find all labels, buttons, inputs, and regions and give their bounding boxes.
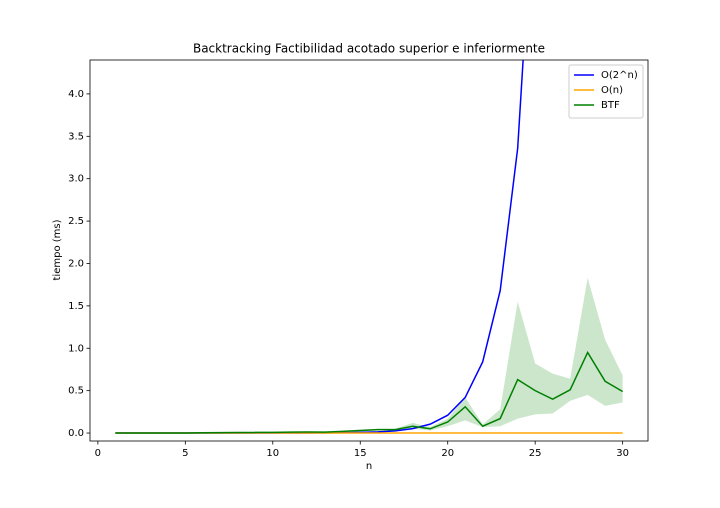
x-tick-label: 15: [354, 448, 367, 459]
x-tick-label: 5: [182, 448, 188, 459]
y-tick-label: 0.0: [68, 428, 84, 439]
legend-label: O(n): [601, 85, 623, 96]
plot-area: [115, 60, 624, 434]
y-tick-label: 0.5: [68, 386, 84, 397]
axes-frame: [89, 59, 649, 442]
y-tick-label: 3.5: [68, 131, 84, 142]
x-tick-label: 20: [441, 448, 454, 459]
y-tick-label: 1.0: [68, 343, 84, 354]
legend-label: O(2^n): [601, 70, 638, 81]
chart-title: Backtracking Factibilidad acotado superi…: [193, 42, 545, 56]
y-tick-label: 2.0: [68, 258, 84, 269]
line-series: [115, 350, 624, 434]
x-tick-label: 0: [95, 448, 101, 459]
y-tick-label: 3.0: [68, 174, 84, 185]
line-series: [115, 60, 524, 434]
y-tick-label: 4.0: [68, 89, 84, 100]
x-tick-label: 25: [529, 448, 542, 459]
y-axis-label: tiempo (ms): [52, 219, 63, 280]
y-tick-label: 2.5: [68, 216, 84, 227]
x-axis-label: n: [366, 461, 372, 472]
x-tick-label: 10: [266, 448, 279, 459]
confidence-band: [115, 277, 623, 434]
x-tick-label: 30: [616, 448, 629, 459]
legend-label: BTF: [601, 100, 620, 111]
y-tick-label: 1.5: [68, 301, 84, 312]
